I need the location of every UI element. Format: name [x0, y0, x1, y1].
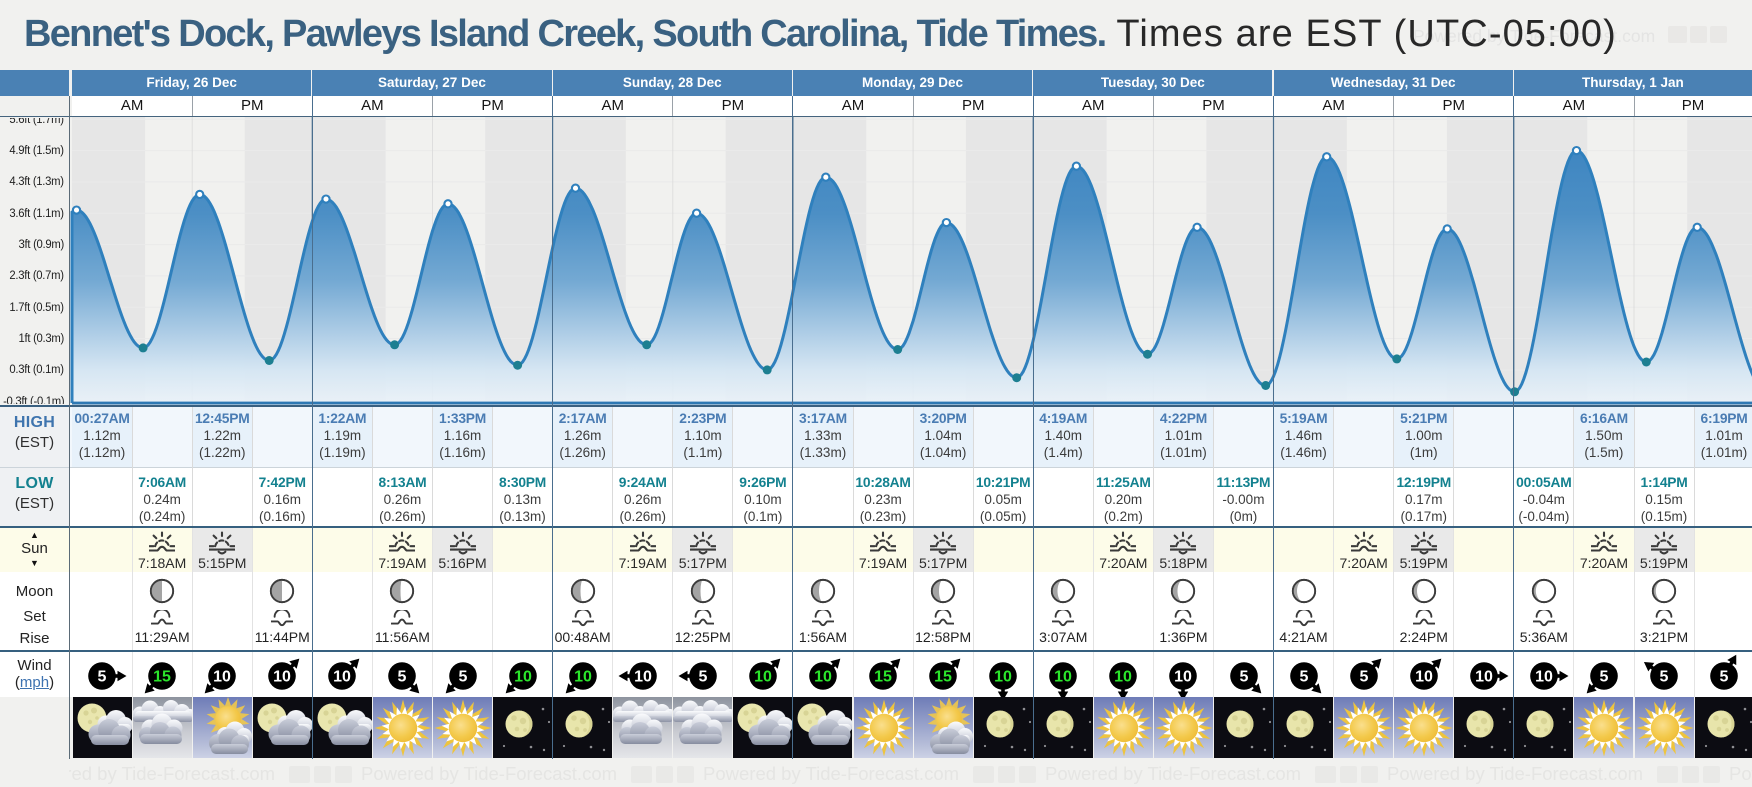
svg-text:10: 10 — [1415, 669, 1433, 686]
svg-text:10: 10 — [273, 669, 291, 686]
svg-text:5: 5 — [458, 669, 467, 686]
svg-text:5: 5 — [1720, 669, 1729, 686]
svg-text:5: 5 — [698, 669, 707, 686]
svg-text:10: 10 — [213, 669, 231, 686]
svg-text:10: 10 — [1475, 669, 1493, 686]
svg-text:5: 5 — [1599, 669, 1608, 686]
svg-text:5: 5 — [1239, 669, 1248, 686]
svg-text:15: 15 — [153, 669, 171, 686]
svg-text:10: 10 — [814, 669, 832, 686]
svg-text:10: 10 — [1174, 669, 1192, 686]
svg-text:5: 5 — [398, 669, 407, 686]
svg-text:5: 5 — [98, 669, 107, 686]
svg-text:15: 15 — [874, 669, 892, 686]
svg-text:5: 5 — [1299, 669, 1308, 686]
svg-text:10: 10 — [1054, 669, 1072, 686]
svg-text:10: 10 — [574, 669, 592, 686]
svg-text:10: 10 — [994, 669, 1012, 686]
svg-text:10: 10 — [754, 669, 772, 686]
svg-text:10: 10 — [1114, 669, 1132, 686]
svg-text:5: 5 — [1660, 669, 1669, 686]
svg-text:10: 10 — [514, 669, 532, 686]
svg-text:5: 5 — [1359, 669, 1368, 686]
svg-text:10: 10 — [1535, 669, 1553, 686]
svg-text:10: 10 — [333, 669, 351, 686]
svg-text:15: 15 — [934, 669, 952, 686]
svg-text:10: 10 — [634, 669, 652, 686]
